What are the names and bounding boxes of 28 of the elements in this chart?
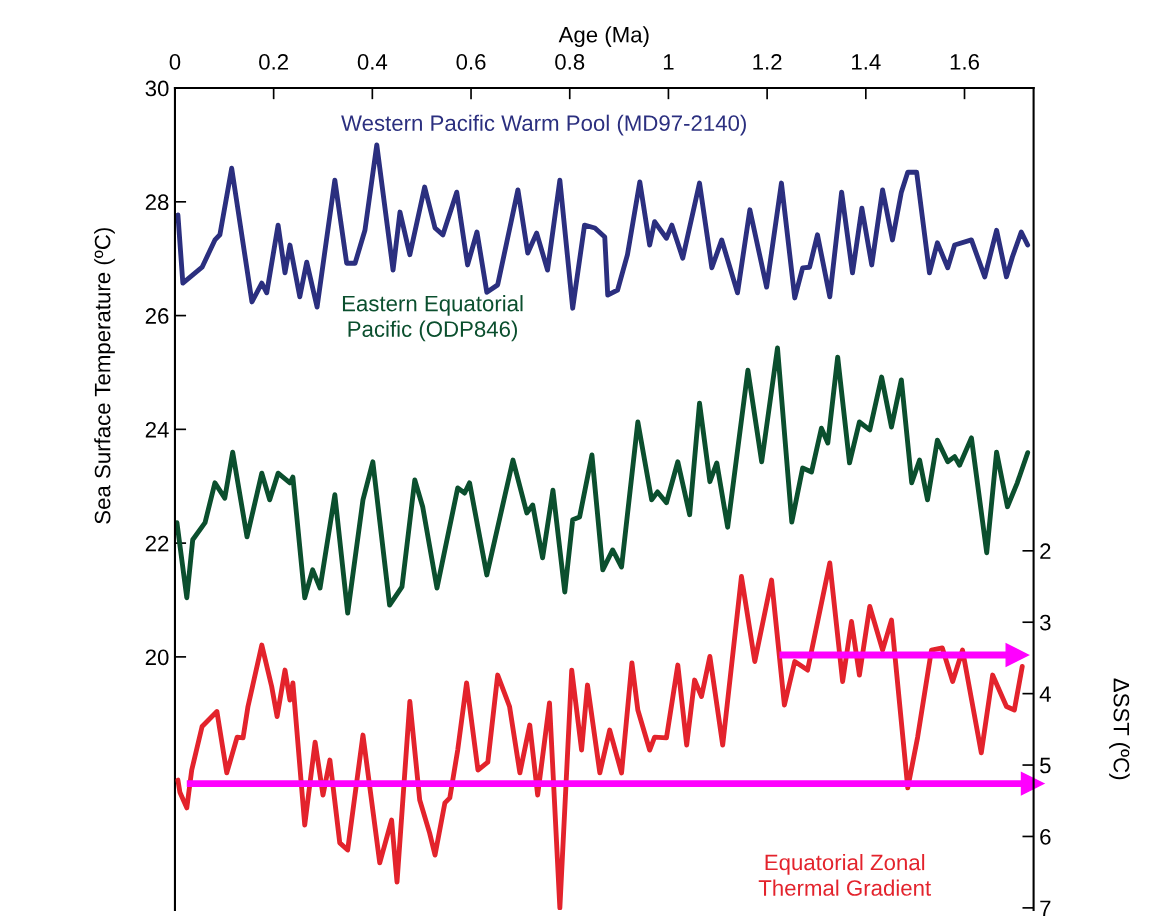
y2-tick-label: 4 — [1039, 686, 1051, 702]
series-label: Western Pacific Warm Pool (MD97-2140) — [341, 114, 746, 136]
y-tick-label: 26 — [145, 308, 169, 324]
y2-tick-label: 2 — [1040, 543, 1051, 559]
y2-tick-label: 3 — [1040, 614, 1051, 631]
x-tick-label: 0.4 — [357, 54, 388, 70]
y2-tick-label: 5 — [1040, 757, 1051, 774]
x-tick-label: 0.2 — [259, 54, 288, 70]
y-tick-label: 22 — [145, 535, 169, 552]
y-axis-title: Sea Surface Temperature (ºC) — [94, 228, 115, 524]
x-tick-label: 0.8 — [555, 54, 585, 70]
x-tick-label: 1 — [663, 54, 674, 70]
x-tick-label: 0.6 — [456, 54, 486, 70]
y2-tick-label: 6 — [1040, 828, 1051, 845]
x-tick-label: 0 — [169, 54, 181, 70]
x-tick-label: 1.6 — [950, 54, 979, 70]
y-tick-label: 30 — [145, 80, 169, 97]
x-axis-title: Age (Ma) — [558, 26, 649, 47]
y-tick-label: 28 — [145, 194, 169, 211]
y2-tick-label: 7 — [1040, 900, 1051, 916]
line-series — [174, 345, 1031, 616]
y-tick-label: 24 — [145, 421, 169, 438]
y2-axis-title: ΔSST (ºC) — [1109, 678, 1130, 780]
x-tick-label: 1.4 — [852, 54, 881, 70]
text: Eastern Equatorial Pacific (ODP846) — [342, 295, 523, 342]
y-tick-label: 20 — [145, 649, 169, 666]
text: Equatorial Zonal Thermal Gradient — [758, 854, 931, 896]
x-tick-label: 1.2 — [753, 54, 782, 70]
